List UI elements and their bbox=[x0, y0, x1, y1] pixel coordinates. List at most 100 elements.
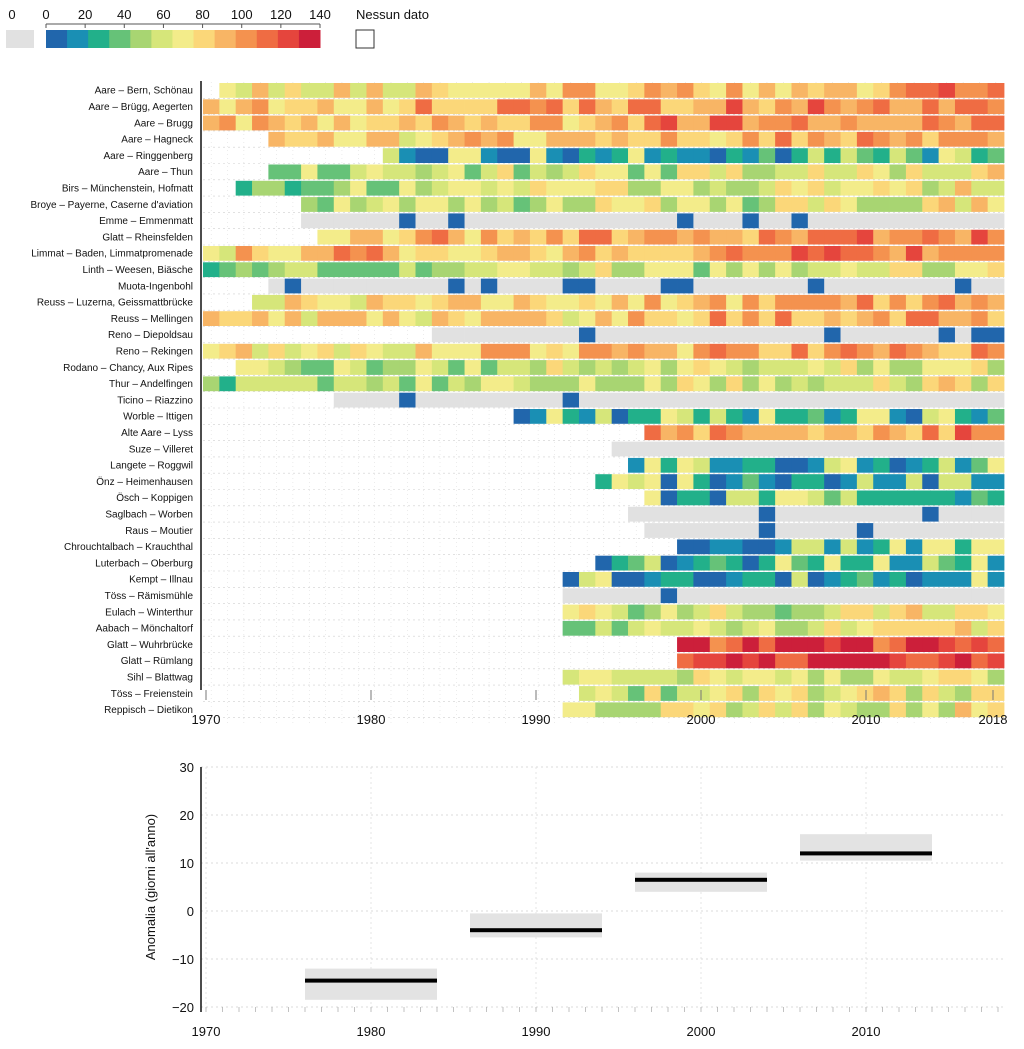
heatmap-cell bbox=[628, 327, 645, 343]
heatmap-cell bbox=[922, 131, 940, 147]
heatmap-cell bbox=[644, 457, 662, 473]
heatmap-cell bbox=[856, 702, 874, 718]
heatmap-cell bbox=[954, 148, 972, 163]
heatmap-cell bbox=[578, 311, 596, 326]
heatmap-cell bbox=[791, 474, 809, 489]
heatmap-cell bbox=[611, 392, 629, 408]
heatmap-cell bbox=[840, 441, 858, 457]
heatmap-cell bbox=[611, 376, 629, 392]
heatmap-cell bbox=[905, 246, 923, 261]
heatmap-cell bbox=[284, 278, 302, 294]
heatmap-cell bbox=[775, 360, 792, 375]
heatmap-cell bbox=[775, 702, 792, 718]
heatmap-cell bbox=[693, 409, 711, 424]
heatmap-cell bbox=[431, 311, 449, 326]
heatmap-cell bbox=[203, 262, 220, 278]
heatmap-cell bbox=[644, 164, 662, 180]
heatmap-cell bbox=[333, 131, 351, 147]
legend-tick-label: 80 bbox=[195, 7, 209, 22]
heatmap-cell bbox=[513, 83, 531, 98]
station-label: Aare – Bern, Schönau bbox=[95, 86, 193, 97]
heatmap-cell bbox=[595, 278, 613, 294]
heatmap-cell bbox=[513, 311, 531, 326]
heatmap-cell bbox=[971, 83, 989, 98]
heatmap-cell bbox=[693, 246, 711, 261]
heatmap-cell bbox=[252, 294, 269, 310]
heatmap-cell bbox=[758, 555, 776, 571]
heatmap-cell bbox=[726, 360, 743, 375]
heatmap-cell bbox=[775, 262, 792, 278]
heatmap-cell bbox=[873, 294, 890, 310]
heatmap-cell bbox=[317, 360, 335, 375]
heatmap-cell bbox=[775, 539, 792, 555]
heatmap-cell bbox=[726, 327, 743, 343]
heatmap-cell bbox=[448, 180, 465, 196]
heatmap-cell bbox=[954, 131, 972, 147]
heatmap-cell bbox=[366, 99, 384, 115]
heatmap-cell bbox=[791, 392, 809, 408]
heatmap-cell bbox=[824, 669, 841, 685]
heatmap-cell bbox=[791, 148, 809, 163]
heatmap-cell bbox=[644, 115, 662, 131]
heatmap-cell bbox=[971, 99, 989, 115]
heatmap-cell bbox=[529, 180, 547, 196]
heatmap-cell bbox=[889, 425, 907, 441]
heatmap-cell bbox=[660, 620, 678, 636]
heatmap-cell bbox=[628, 669, 645, 685]
heatmap-cell bbox=[971, 539, 989, 555]
heatmap-cell bbox=[464, 278, 482, 294]
heatmap-cell bbox=[480, 180, 498, 196]
heatmap-cell bbox=[660, 441, 678, 457]
heatmap-cell bbox=[578, 686, 596, 701]
heatmap-cell bbox=[922, 669, 940, 685]
heatmap-cell bbox=[660, 164, 678, 180]
heatmap-cell bbox=[726, 131, 743, 147]
heatmap-cell bbox=[235, 360, 253, 375]
heatmap-cell bbox=[987, 131, 1005, 147]
heatmap-cell bbox=[431, 278, 449, 294]
heatmap-cell bbox=[971, 115, 989, 131]
heatmap-cell bbox=[791, 572, 809, 587]
heatmap-cell bbox=[709, 441, 727, 457]
heatmap-cell bbox=[448, 278, 465, 294]
heatmap-cell bbox=[611, 343, 629, 359]
heatmap-cell bbox=[595, 669, 613, 685]
heatmap-cell bbox=[382, 148, 400, 163]
heatmap-cell bbox=[284, 115, 302, 131]
heatmap-cell bbox=[628, 474, 645, 489]
heatmap-cell bbox=[856, 620, 874, 636]
heatmap-cell bbox=[971, 246, 989, 261]
heatmap-cell bbox=[807, 327, 825, 343]
heatmap-cell bbox=[987, 294, 1005, 310]
heatmap-cell bbox=[873, 83, 890, 98]
heatmap-cell bbox=[366, 311, 384, 326]
heatmap-cell bbox=[366, 229, 384, 245]
heatmap-cell bbox=[938, 99, 956, 115]
heatmap-cell bbox=[529, 197, 547, 212]
heatmap-cell bbox=[382, 262, 400, 278]
heatmap-cell bbox=[775, 474, 792, 489]
heatmap-cell bbox=[987, 506, 1005, 522]
station-label: Raus – Moutier bbox=[125, 526, 193, 537]
heatmap-cell bbox=[382, 164, 400, 180]
station-label: Aare – Ringgenberg bbox=[103, 151, 193, 162]
heatmap-cell bbox=[856, 523, 874, 538]
heatmap-cell bbox=[954, 99, 972, 115]
heatmap-cell bbox=[840, 457, 858, 473]
heatmap-cell bbox=[562, 83, 580, 98]
heatmap-cell bbox=[529, 343, 547, 359]
heatmap-cell bbox=[382, 115, 400, 131]
station-label: Aare – Brugg bbox=[134, 118, 193, 129]
heatmap-cell bbox=[382, 229, 400, 245]
heatmap-cell bbox=[922, 572, 940, 587]
heatmap-cell bbox=[824, 115, 841, 131]
heatmap-cell bbox=[382, 376, 400, 392]
heatmap-cell bbox=[219, 99, 237, 115]
heatmap-cell bbox=[758, 83, 776, 98]
heatmap-cell bbox=[791, 278, 809, 294]
heatmap-cell bbox=[611, 588, 629, 604]
heatmap-cell bbox=[938, 686, 956, 701]
heatmap-cell bbox=[513, 376, 531, 392]
heatmap-cell bbox=[742, 229, 760, 245]
heatmap-cell bbox=[399, 311, 416, 326]
